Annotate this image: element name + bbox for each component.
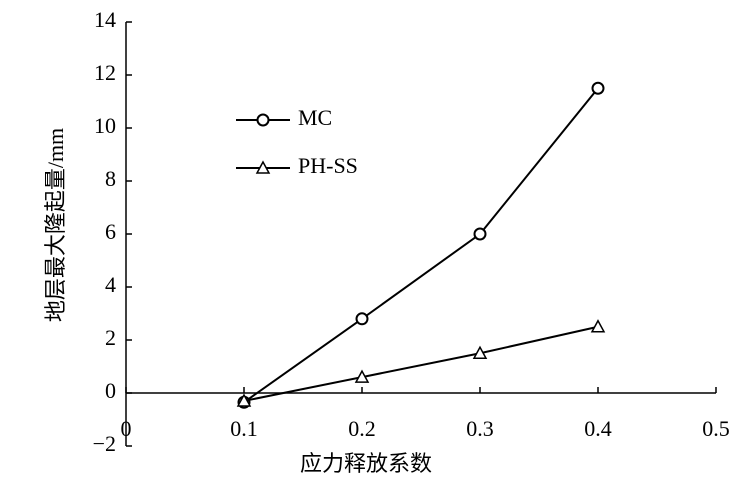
point [472, 345, 488, 359]
legend-marker [256, 113, 270, 127]
x-tick-label: 0 [121, 416, 132, 441]
legend-label: MC [298, 105, 332, 130]
x-tick-label: 0.4 [584, 416, 612, 441]
series-line [243, 325, 599, 402]
point [236, 393, 252, 407]
y-tick-label: 10 [94, 113, 116, 138]
point [591, 81, 605, 95]
y-tick-label: 6 [105, 219, 116, 244]
x-tick-label: 0.5 [702, 416, 730, 441]
y-tick-label: 14 [94, 7, 116, 32]
point [355, 312, 369, 326]
y-tick-label: 12 [94, 60, 116, 85]
y-tick-label: 4 [105, 272, 116, 297]
x-axis-label: 应力释放系数 [300, 451, 432, 476]
point [590, 319, 606, 333]
y-tick-label: 2 [105, 325, 116, 350]
y-tick-label: 0 [105, 378, 116, 403]
y-tick-label: 8 [105, 166, 116, 191]
series-line [243, 87, 599, 404]
y-tick-label: −2 [93, 431, 116, 456]
point [354, 369, 370, 383]
y-axis-label: 地层最大隆起量/mm [43, 128, 68, 322]
legend-marker [255, 160, 271, 174]
legend-label: PH-SS [298, 153, 358, 178]
point [473, 227, 487, 241]
x-tick-label: 0.1 [230, 416, 258, 441]
x-tick-label: 0.2 [348, 416, 376, 441]
x-tick-label: 0.3 [466, 416, 494, 441]
